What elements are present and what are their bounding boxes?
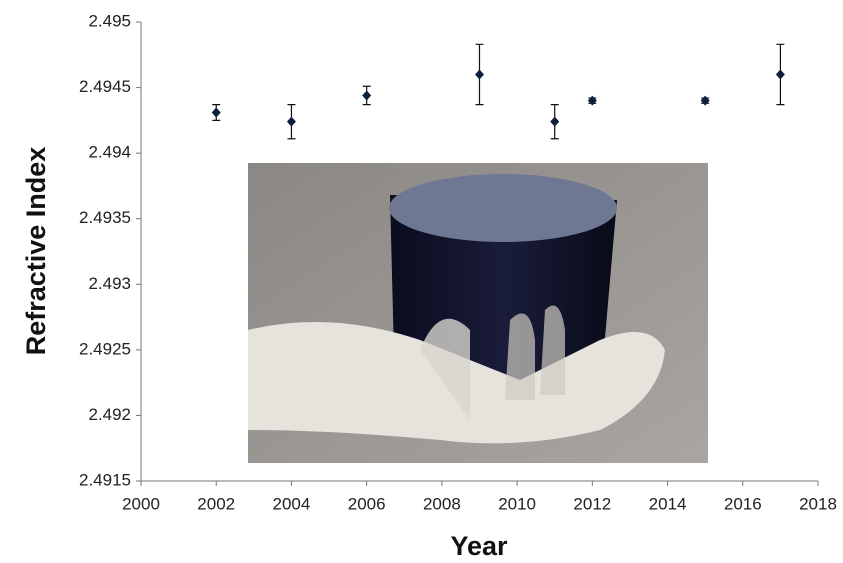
point <box>587 95 597 106</box>
y-tick-label: 2.4925 <box>79 339 131 358</box>
y-axis-title: Refractive Index <box>21 147 51 356</box>
photo <box>248 163 708 463</box>
y-tick-label: 2.4945 <box>79 77 131 96</box>
point <box>362 90 372 101</box>
x-tick-label: 2006 <box>348 494 386 513</box>
x-tick-label: 2012 <box>573 494 611 513</box>
y-tick-label: 2.4915 <box>79 470 131 489</box>
x-tick-label: 2002 <box>197 494 235 513</box>
x-axis-title: Year <box>450 531 508 561</box>
x-tick-label: 2018 <box>799 494 837 513</box>
y-tick-label: 2.494 <box>88 143 131 162</box>
point <box>286 116 296 127</box>
y-tick-label: 2.493 <box>88 274 131 293</box>
point <box>211 107 221 118</box>
x-tick-label: 2014 <box>649 494 687 513</box>
x-tick-label: 2008 <box>423 494 461 513</box>
x-tick-label: 2000 <box>122 494 160 513</box>
x-tick-label: 2016 <box>724 494 762 513</box>
point <box>475 69 484 80</box>
point <box>550 116 560 127</box>
point <box>775 69 785 80</box>
y-tick-label: 2.4935 <box>79 208 131 227</box>
y-tick-label: 2.492 <box>88 405 131 424</box>
x-tick-label: 2010 <box>498 494 536 513</box>
y-tick-label: 2.495 <box>88 11 131 30</box>
x-tick-label: 2004 <box>273 494 311 513</box>
point <box>700 95 710 106</box>
